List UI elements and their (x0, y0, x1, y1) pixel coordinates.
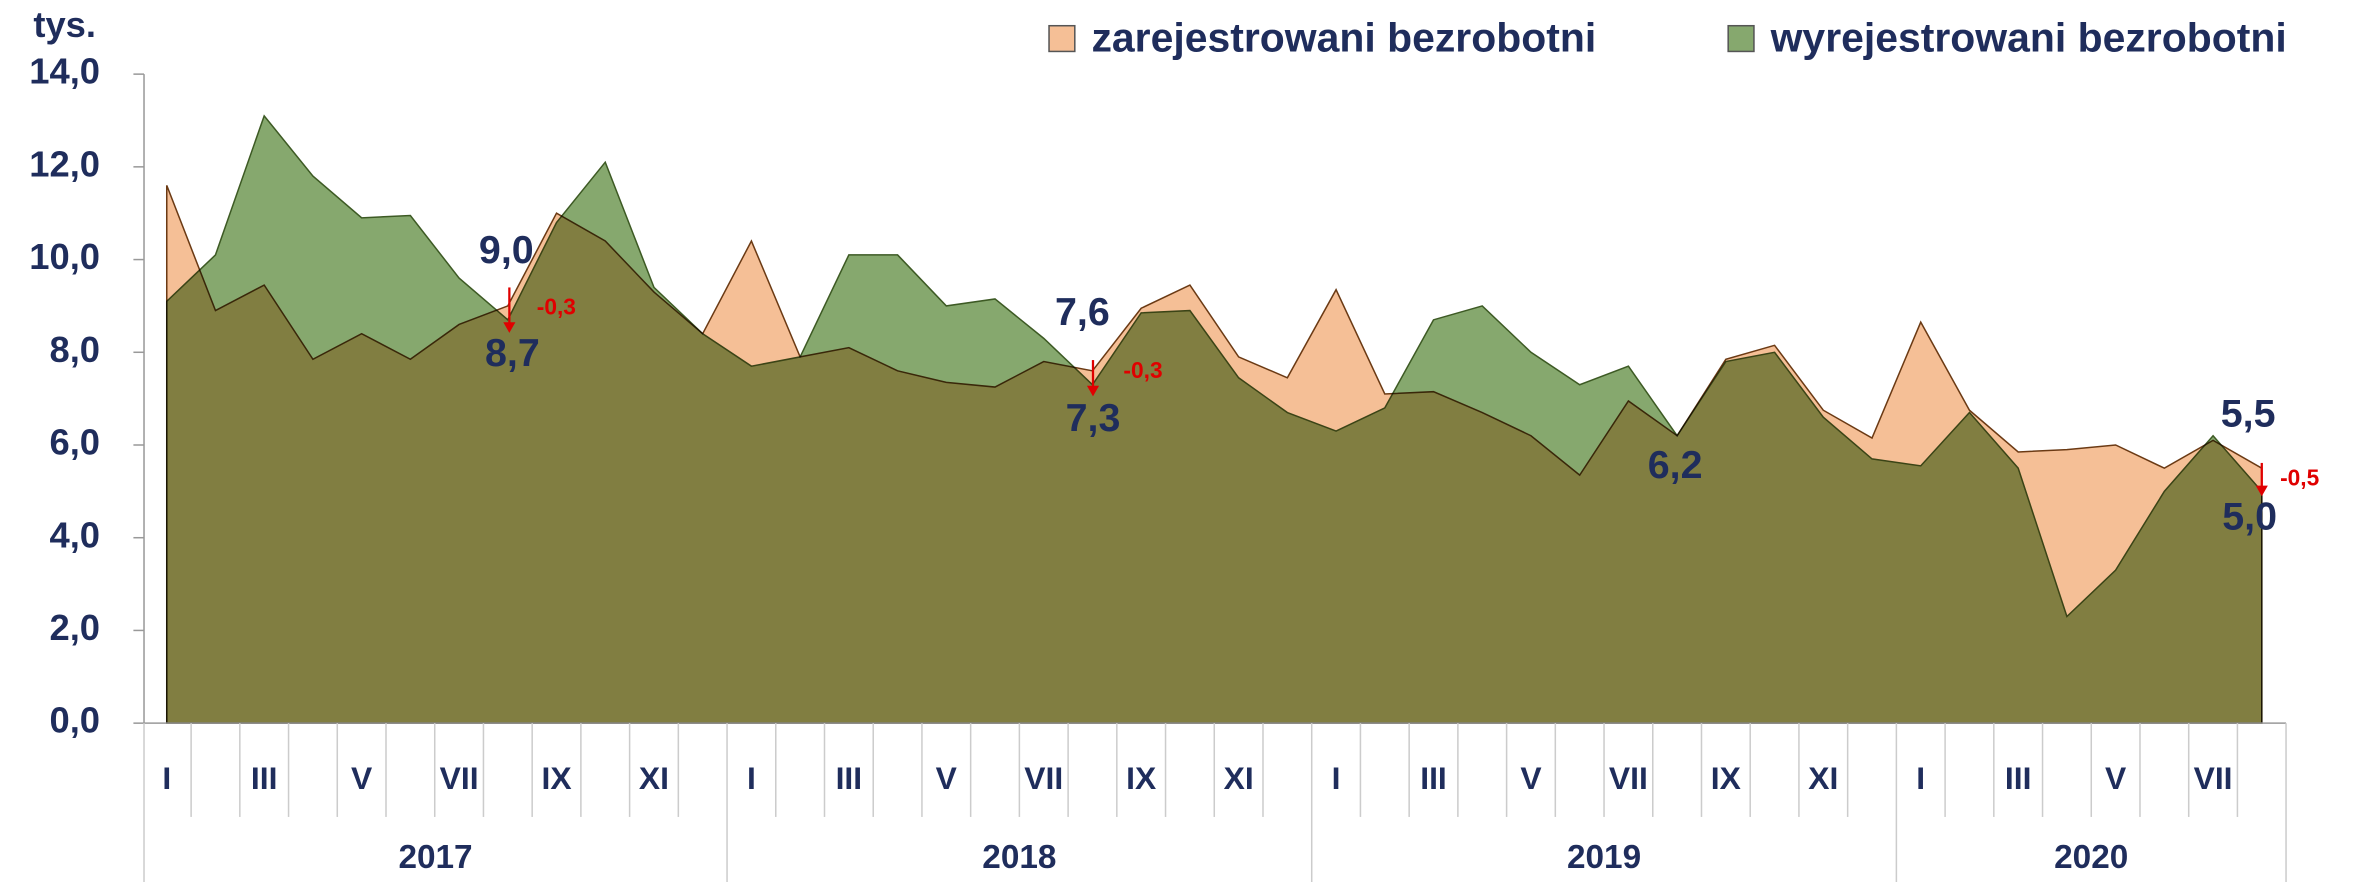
x-tick-label: V (936, 760, 957, 796)
x-tick-label: VII (1024, 760, 1063, 796)
legend: zarejestrowani bezrobotni wyrejestrowani … (1048, 15, 2287, 61)
arrow-head (1086, 385, 1100, 397)
annotation: -0,5 (2280, 465, 2319, 491)
x-tick-label: V (2105, 760, 2126, 796)
y-tick-label: 10,0 (29, 236, 100, 277)
legend-label: wyrejestrowani bezrobotni (1770, 15, 2287, 61)
annotation: 9,0 (479, 228, 534, 272)
x-tick-label: III (1420, 760, 1447, 796)
x-tick-label: III (251, 760, 278, 796)
x-tick-label: XI (1224, 760, 1254, 796)
x-tick-label: IX (1126, 760, 1156, 796)
annotation: 8,7 (485, 331, 540, 375)
x-tick-label: XI (639, 760, 669, 796)
x-tick-label: XI (1808, 760, 1838, 796)
x-group-label: 2017 (398, 839, 472, 876)
y-tick-label: 2,0 (49, 607, 100, 648)
annotation: -0,3 (537, 294, 576, 320)
x-tick-label: VII (440, 760, 479, 796)
x-group-label: 2018 (982, 839, 1056, 876)
legend-label: zarejestrowani bezrobotni (1091, 15, 1596, 61)
y-tick-label: 12,0 (29, 143, 100, 184)
x-tick-label: IX (541, 760, 571, 796)
annotation: 7,3 (1066, 396, 1121, 440)
annotation: 6,2 (1648, 443, 1703, 487)
area (165, 114, 2263, 724)
x-group-label: 2019 (1567, 839, 1641, 876)
x-tick-label: V (351, 760, 372, 796)
x-group-label: 2020 (2054, 839, 2128, 876)
x-tick-label: V (1520, 760, 1541, 796)
x-tick-label: VII (1609, 760, 1648, 796)
x-tick-label: III (2005, 760, 2032, 796)
y-axis-label: tys. (33, 4, 96, 45)
y-tick-label: 4,0 (49, 514, 100, 555)
x-tick-label: I (162, 760, 171, 796)
x-tick-label: VII (2194, 760, 2233, 796)
x-tick-label: I (1916, 760, 1925, 796)
annotation: -0,3 (1123, 357, 1162, 383)
y-tick-label: 8,0 (49, 329, 100, 370)
y-tick-label: 14,0 (29, 51, 100, 92)
legend-swatch (1048, 24, 1076, 53)
x-tick-label: IX (1711, 760, 1741, 796)
y-tick-label: 6,0 (49, 422, 100, 463)
legend-swatch (1727, 24, 1755, 53)
arrow-head (2255, 485, 2268, 497)
annotation: 5,5 (2221, 391, 2276, 435)
x-tick-label: I (747, 760, 756, 796)
y-tick-label: 0,0 (49, 700, 100, 741)
annotation: 7,6 (1055, 290, 1110, 334)
x-tick-label: III (836, 760, 863, 796)
annotation: 5,0 (2222, 494, 2277, 538)
x-tick-label: I (1332, 760, 1341, 796)
arrow-head (503, 322, 516, 333)
